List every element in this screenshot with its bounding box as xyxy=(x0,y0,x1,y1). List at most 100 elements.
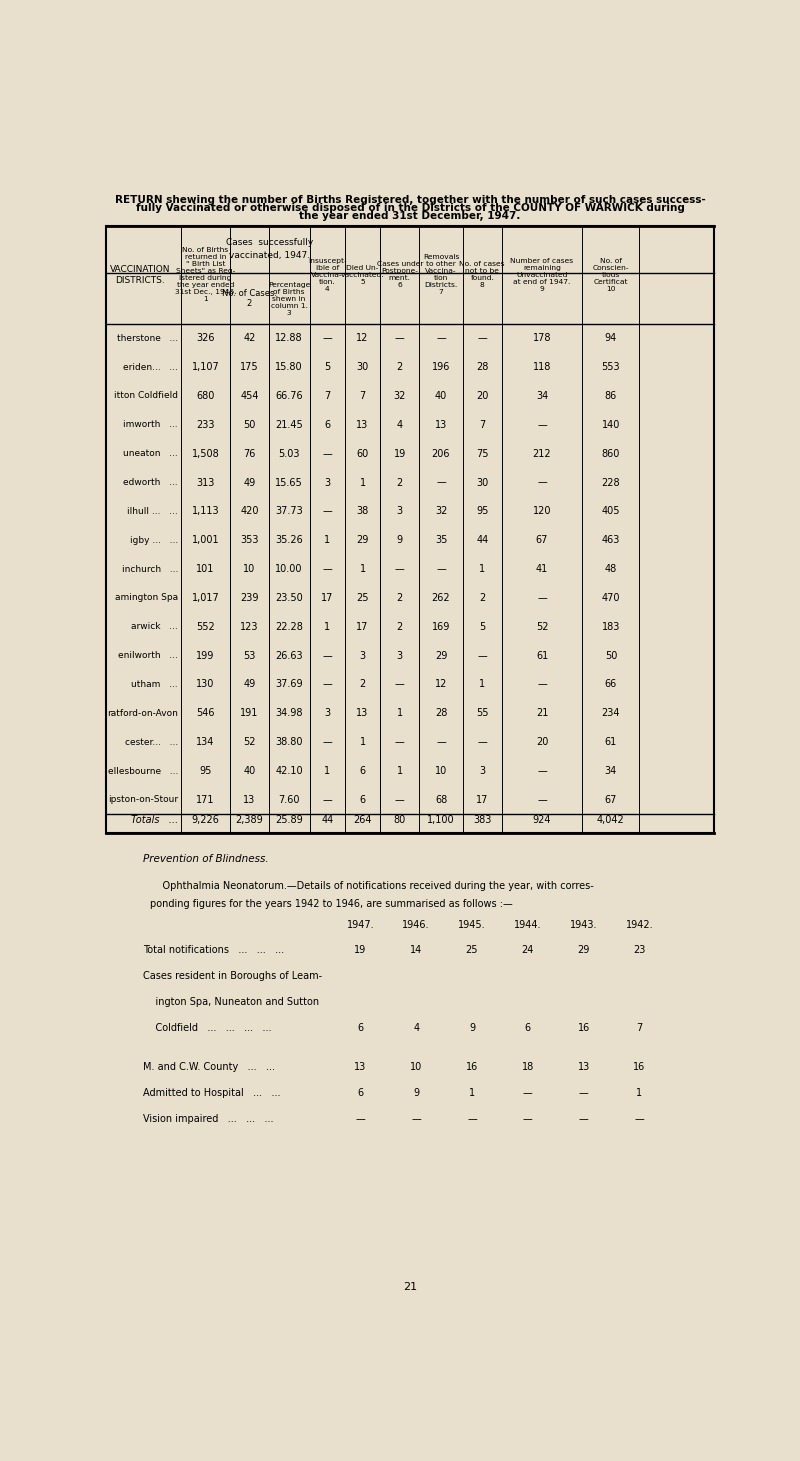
Text: 6: 6 xyxy=(358,1088,363,1097)
Text: —: — xyxy=(478,650,487,660)
Text: Total notifications   ...   ...   ...: Total notifications ... ... ... xyxy=(143,945,285,955)
Text: 1,508: 1,508 xyxy=(191,449,219,459)
Text: Coldfield   ...   ...   ...   ...: Coldfield ... ... ... ... xyxy=(143,1023,272,1033)
Text: 134: 134 xyxy=(196,738,214,747)
Text: 34: 34 xyxy=(605,766,617,776)
Text: 42.10: 42.10 xyxy=(275,766,303,776)
Text: —: — xyxy=(478,333,487,343)
Text: —: — xyxy=(395,738,405,747)
Text: 1: 1 xyxy=(397,766,403,776)
Text: 9,226: 9,226 xyxy=(191,815,219,825)
Text: 118: 118 xyxy=(533,362,551,373)
Text: Prevention of Blindness.: Prevention of Blindness. xyxy=(143,855,269,865)
Text: —: — xyxy=(537,478,547,488)
Text: 1942.: 1942. xyxy=(626,919,654,929)
Text: 19: 19 xyxy=(394,449,406,459)
Text: 76: 76 xyxy=(243,449,256,459)
Text: —: — xyxy=(322,679,332,690)
Text: 4: 4 xyxy=(413,1023,419,1033)
Text: —: — xyxy=(537,679,547,690)
Text: 262: 262 xyxy=(432,593,450,603)
Text: 29: 29 xyxy=(356,535,369,545)
Text: the year ended 31st December, 1947.: the year ended 31st December, 1947. xyxy=(299,210,521,221)
Text: arwick   ...: arwick ... xyxy=(131,622,178,631)
Text: 1: 1 xyxy=(359,564,366,574)
Text: 19: 19 xyxy=(354,945,366,955)
Text: uneaton   ...: uneaton ... xyxy=(123,449,178,459)
Text: 22.28: 22.28 xyxy=(275,622,303,631)
Text: —: — xyxy=(467,1113,477,1124)
Text: —: — xyxy=(537,766,547,776)
Text: 7: 7 xyxy=(479,419,486,430)
Text: M. and C.W. County   ...   ...: M. and C.W. County ... ... xyxy=(143,1062,275,1072)
Text: 16: 16 xyxy=(634,1062,646,1072)
Text: 2: 2 xyxy=(397,362,403,373)
Text: 35: 35 xyxy=(435,535,447,545)
Text: —: — xyxy=(537,795,547,805)
Text: —: — xyxy=(523,1113,533,1124)
Text: 140: 140 xyxy=(602,419,620,430)
Text: ington Spa, Nuneaton and Sutton: ington Spa, Nuneaton and Sutton xyxy=(143,998,319,1007)
Text: 1947.: 1947. xyxy=(346,919,374,929)
Text: 1: 1 xyxy=(397,709,403,719)
Text: No. of Cases.
2: No. of Cases. 2 xyxy=(222,289,277,308)
Text: 34.98: 34.98 xyxy=(275,709,303,719)
Text: 17: 17 xyxy=(321,593,334,603)
Text: 23.50: 23.50 xyxy=(275,593,303,603)
Text: 4,042: 4,042 xyxy=(597,815,625,825)
Text: 60: 60 xyxy=(357,449,369,459)
Text: 1,107: 1,107 xyxy=(191,362,219,373)
Text: 5: 5 xyxy=(479,622,486,631)
Text: 206: 206 xyxy=(432,449,450,459)
Text: 23: 23 xyxy=(634,945,646,955)
Text: 3: 3 xyxy=(397,650,403,660)
Text: 13: 13 xyxy=(354,1062,366,1072)
Text: 2: 2 xyxy=(359,679,366,690)
Text: edworth   ...: edworth ... xyxy=(123,478,178,487)
Text: 66.76: 66.76 xyxy=(275,392,303,400)
Text: —: — xyxy=(322,795,332,805)
Text: ellesbourne   ...: ellesbourne ... xyxy=(108,767,178,776)
Text: 12.88: 12.88 xyxy=(275,333,303,343)
Text: 1,017: 1,017 xyxy=(191,593,219,603)
Text: 50: 50 xyxy=(605,650,617,660)
Text: 1945.: 1945. xyxy=(458,919,486,929)
Text: vaccinated, 1947.: vaccinated, 1947. xyxy=(230,251,310,260)
Text: 1: 1 xyxy=(479,679,486,690)
Text: 6: 6 xyxy=(359,795,366,805)
Text: 29: 29 xyxy=(578,945,590,955)
Text: 6: 6 xyxy=(358,1023,363,1033)
Text: 20: 20 xyxy=(476,392,489,400)
Text: 38.80: 38.80 xyxy=(275,738,303,747)
Text: 68: 68 xyxy=(435,795,447,805)
Text: 29: 29 xyxy=(435,650,447,660)
Text: enilworth   ...: enilworth ... xyxy=(118,652,178,660)
Text: 196: 196 xyxy=(432,362,450,373)
Text: ratford-on-Avon: ratford-on-Avon xyxy=(107,709,178,717)
Text: No. of cases
not to be
found.
8: No. of cases not to be found. 8 xyxy=(459,262,505,288)
Text: 183: 183 xyxy=(602,622,620,631)
Text: 7: 7 xyxy=(636,1023,642,1033)
Text: 75: 75 xyxy=(476,449,489,459)
Text: Vision impaired   ...   ...   ...: Vision impaired ... ... ... xyxy=(143,1113,274,1124)
Text: 405: 405 xyxy=(602,507,620,516)
Text: 6: 6 xyxy=(525,1023,531,1033)
Text: 123: 123 xyxy=(240,622,258,631)
Text: —: — xyxy=(634,1113,644,1124)
Text: 42: 42 xyxy=(243,333,256,343)
Text: 3: 3 xyxy=(397,507,403,516)
Text: Cases resident in Boroughs of Leam-: Cases resident in Boroughs of Leam- xyxy=(143,972,322,982)
Text: 228: 228 xyxy=(602,478,620,488)
Text: —: — xyxy=(322,449,332,459)
Text: 61: 61 xyxy=(605,738,617,747)
Text: 5: 5 xyxy=(324,362,330,373)
Text: 353: 353 xyxy=(240,535,258,545)
Text: 13: 13 xyxy=(357,709,369,719)
Text: 1943.: 1943. xyxy=(570,919,598,929)
Text: 40: 40 xyxy=(435,392,447,400)
Text: 546: 546 xyxy=(196,709,214,719)
Text: 95: 95 xyxy=(199,766,211,776)
Text: 120: 120 xyxy=(533,507,551,516)
Text: 178: 178 xyxy=(533,333,551,343)
Text: utham   ...: utham ... xyxy=(131,679,178,690)
